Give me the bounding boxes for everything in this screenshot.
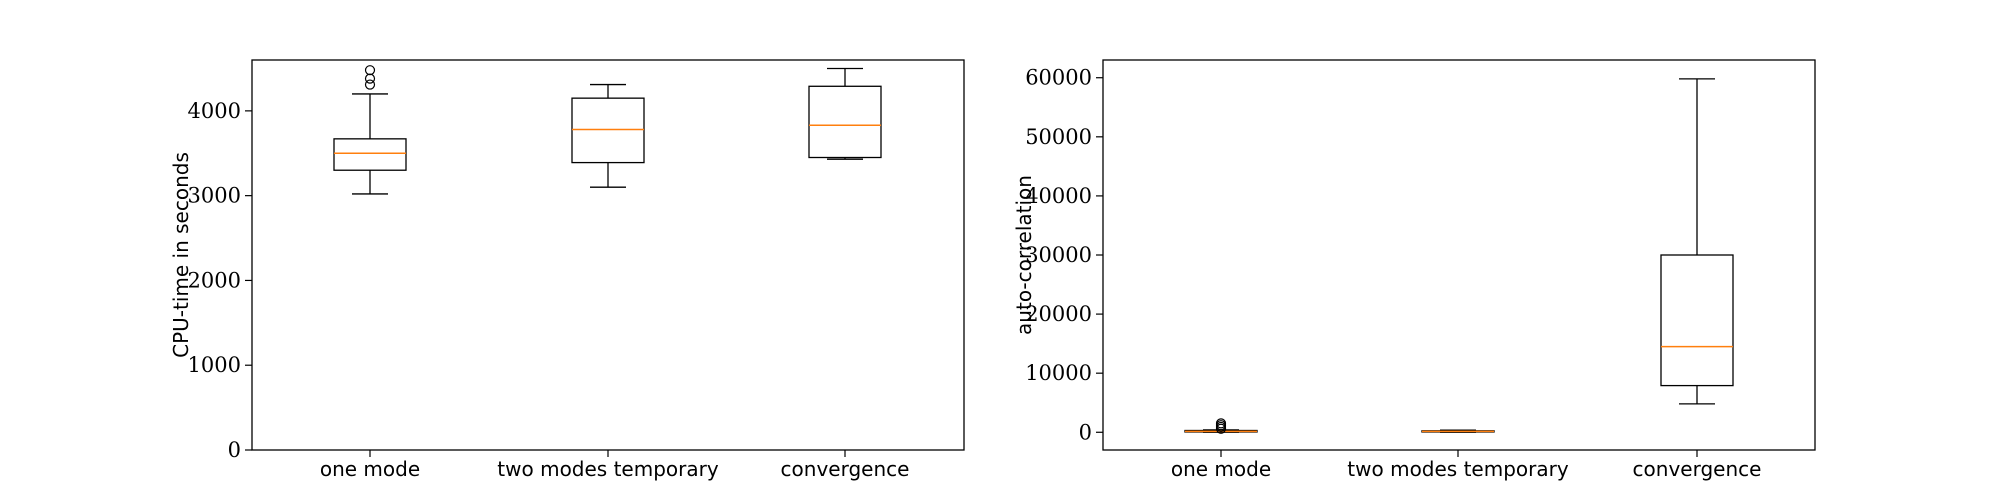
box: [1660, 254, 1734, 387]
outlier-point: [364, 65, 376, 76]
outlier-point: [364, 73, 376, 84]
box: [571, 97, 645, 164]
y-tick-label: 0: [228, 438, 241, 462]
x-tick-label: one mode: [1171, 457, 1271, 481]
y-tick-label: 20000: [1025, 302, 1092, 326]
y-tick-label: 60000: [1025, 66, 1092, 90]
x-tick-label: convergence: [781, 457, 910, 481]
cpu-time-chart: 0 1000 2000 3000 4000 one mode two modes tempo…: [169, 59, 965, 481]
y-axis-label: CPU-time in seconds: [169, 152, 193, 358]
x-tick-label: convergence: [1633, 457, 1762, 481]
x-tick-label: two modes temporary: [497, 457, 719, 481]
plot-frame: [251, 59, 965, 451]
outlier-point: [364, 79, 376, 90]
box: [808, 85, 882, 159]
x-tick-label: one mode: [320, 457, 420, 481]
chart-marks: 0 10000 20000 30000 40000 50000 60000 one mode t…: [1025, 66, 1761, 481]
auto-correlation-chart: 0 10000 20000 30000 40000 50000 60000 one mode t…: [1012, 59, 1816, 481]
y-axis-label: auto-correlation: [1012, 175, 1036, 335]
y-tick-label: 3000: [188, 184, 241, 208]
chart-marks: 0 1000 2000 3000 4000 one mode two modes tempo…: [188, 65, 910, 481]
outlier-point: [1215, 418, 1227, 429]
x-tick-label: two modes temporary: [1347, 457, 1569, 481]
y-tick-label: 30000: [1025, 243, 1092, 267]
y-tick-label: 10000: [1025, 361, 1092, 385]
y-tick-label: 40000: [1025, 184, 1092, 208]
y-tick-label: 50000: [1025, 125, 1092, 149]
y-tick-label: 2000: [188, 268, 241, 292]
y-tick-label: 4000: [188, 99, 241, 123]
y-tick-label: 0: [1079, 420, 1092, 444]
y-tick-label: 1000: [188, 353, 241, 377]
box: [333, 138, 407, 171]
